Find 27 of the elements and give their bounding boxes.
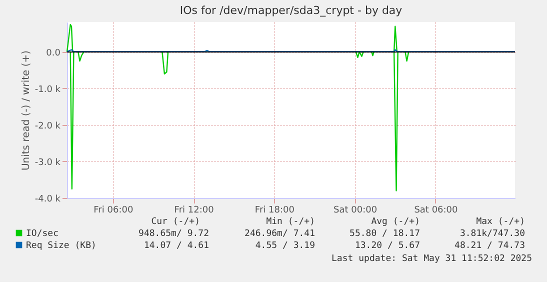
text: Min (-/+) [266, 217, 315, 227]
legend-label: Req Size (KB) [26, 241, 96, 251]
text: Cur (-/+) [151, 217, 200, 227]
text: 4.55 / 3.19 [255, 241, 315, 251]
text: Max (-/+) [476, 217, 525, 227]
x-tick-label: Fri 12:00 [174, 206, 214, 216]
y-tick-label: -3.0 k [34, 158, 62, 168]
y-tick-label: -4.0 k [34, 194, 62, 204]
text: 246.96m/ 7.41 [244, 229, 315, 239]
chart-title: IOs for /dev/mapper/sda3_crypt - by day [180, 4, 403, 17]
legend-label: IO/sec [26, 229, 59, 239]
text: 948.65m/ 9.72 [138, 229, 209, 239]
text: 48.21 / 74.73 [454, 241, 525, 251]
text: 14.07 / 4.61 [144, 241, 209, 251]
text: Last update: Sat May 31 11:52:02 2025 [332, 254, 532, 264]
text: 13.20 / 5.67 [354, 241, 420, 251]
y-axis-title: Units read (-) / write (+) [20, 50, 32, 171]
y-tick-label: -1.0 k [34, 84, 62, 95]
text: 55.80 / 18.17 [350, 229, 420, 239]
text: Avg (-/+) [371, 217, 420, 227]
x-tick-label: Fri 06:00 [94, 206, 134, 216]
y-tick-label: -2.0 k [34, 121, 62, 132]
x-tick-label: Fri 18:00 [254, 206, 295, 216]
text: 3.81k/747.30 [460, 229, 525, 239]
x-tick-label: Sat 00:00 [334, 206, 378, 216]
x-tick-label: Sat 06:00 [414, 206, 458, 216]
y-tick-label: 0.0 [46, 48, 61, 58]
